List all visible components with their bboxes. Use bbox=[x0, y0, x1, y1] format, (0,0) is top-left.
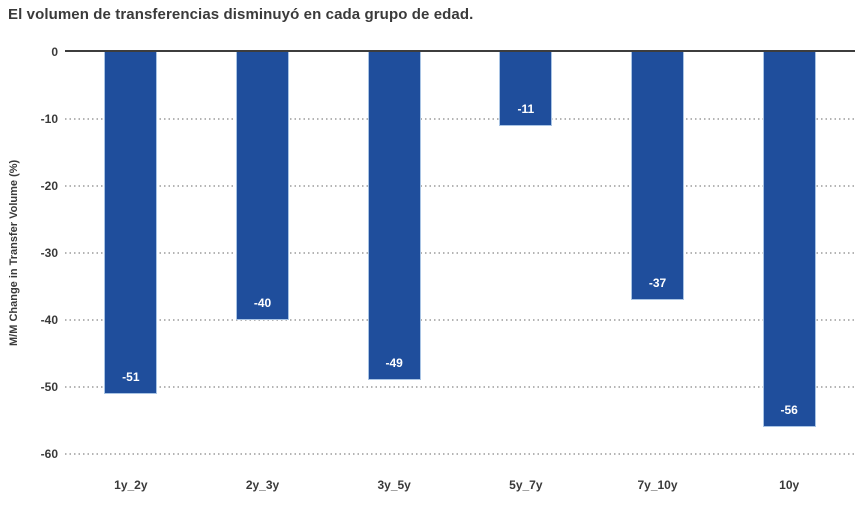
gridline bbox=[65, 453, 855, 455]
y-axis-tick-label: -50 bbox=[40, 380, 58, 394]
bar-10y: -56 bbox=[762, 52, 816, 428]
x-axis-tick-label: 10y bbox=[779, 478, 800, 492]
bar-value-label: -37 bbox=[648, 275, 667, 290]
x-axis-tick-label: 2y_3y bbox=[245, 478, 280, 492]
gridline bbox=[65, 118, 855, 120]
gridline bbox=[65, 252, 855, 254]
bar-3y_5y: -49 bbox=[367, 52, 421, 381]
y-axis-tick-label: -40 bbox=[40, 313, 58, 327]
y-axis-tick-label: -30 bbox=[40, 246, 58, 260]
y-axis-tick-label: -20 bbox=[40, 179, 58, 193]
chart-title: El volumen de transferencias disminuyó e… bbox=[8, 6, 474, 23]
gridline bbox=[65, 386, 855, 388]
bar-7y_10y: -37 bbox=[631, 52, 684, 300]
x-axis-tick-label: 7y_10y bbox=[637, 478, 678, 492]
x-axis-tick-label: 1y_2y bbox=[114, 478, 148, 492]
bar-value-label: -11 bbox=[517, 101, 535, 116]
y-axis-tick-label: -60 bbox=[40, 447, 58, 461]
bar-2y_3y: -40 bbox=[236, 52, 289, 320]
bar-1y_2y: -51 bbox=[104, 52, 158, 394]
x-axis-tick-label: 3y_5y bbox=[377, 478, 411, 492]
x-axis-tick-label: 5y_7y bbox=[509, 478, 543, 492]
bar-value-label: -49 bbox=[385, 356, 403, 371]
bar-value-label: -51 bbox=[122, 369, 140, 384]
bar-value-label: -56 bbox=[780, 403, 798, 418]
zero-axis-line bbox=[65, 50, 855, 52]
gridline bbox=[65, 185, 855, 187]
bar-value-label: -40 bbox=[253, 296, 272, 310]
bar-5y_7y: -11 bbox=[499, 52, 553, 126]
plot-area: -51 1y_2y -40 2y_3y -49 3y_5y -11 5y_7y -37 7y_10… bbox=[65, 50, 855, 492]
y-axis-tick-label: -10 bbox=[40, 112, 58, 126]
y-axis-tick-label: 0 bbox=[51, 45, 58, 59]
gridline bbox=[65, 319, 855, 321]
